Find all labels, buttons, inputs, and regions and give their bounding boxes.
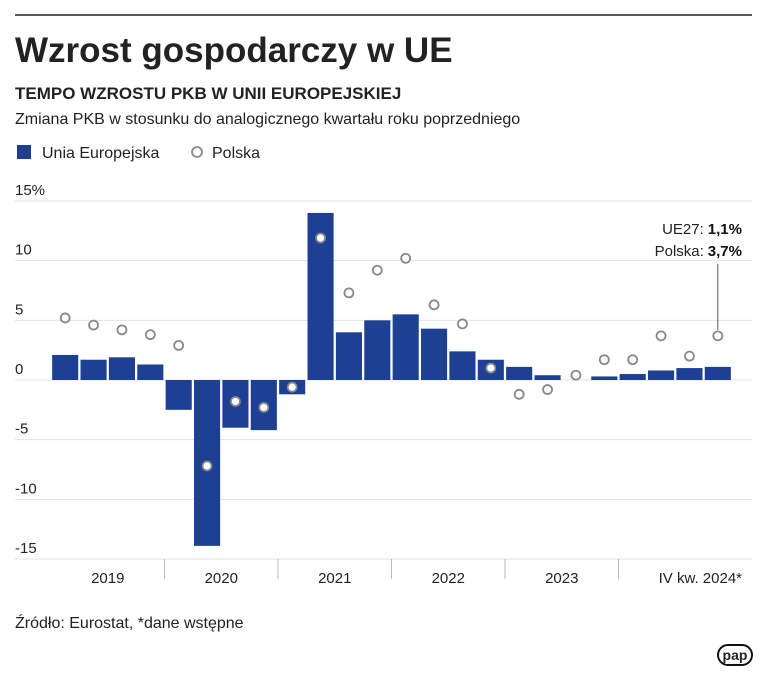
annotation-value: 1,1%: [708, 221, 742, 238]
y-tick-label: 0: [15, 361, 23, 378]
annotation: UE27: 1,1%: [662, 221, 742, 238]
dot: [116, 324, 128, 336]
x-group-label: 2023: [545, 570, 578, 587]
annotation-value: 3,7%: [708, 243, 742, 260]
bar: [534, 375, 561, 380]
dot: [684, 350, 695, 362]
source: Źródło: Eurostat, *dane wstępne: [15, 613, 244, 632]
dot: [286, 381, 298, 393]
dot: [485, 362, 497, 374]
bar: [421, 328, 448, 380]
y-tick-label: -15: [15, 540, 37, 557]
bar: [364, 320, 391, 380]
annotation-label: Polska:: [655, 243, 704, 260]
bar: [52, 354, 79, 380]
dot: [230, 396, 241, 407]
logo: pap: [723, 647, 748, 663]
dot: [315, 232, 326, 244]
dot: [513, 388, 525, 400]
dot: [88, 319, 99, 331]
bar: [449, 351, 476, 380]
bar: [591, 376, 618, 380]
dot: [598, 354, 610, 366]
dot: [627, 354, 639, 366]
chart-description: Zmiana PKB w stosunku do analogicznego k…: [15, 111, 520, 128]
bar: [137, 364, 164, 380]
bar: [392, 314, 419, 380]
y-tick-label: -5: [15, 421, 28, 438]
y-tick-label: -10: [15, 480, 37, 497]
bar: [704, 366, 731, 380]
dot: [144, 329, 156, 341]
annotation: Polska: 3,7%: [655, 243, 742, 260]
dot: [59, 312, 71, 324]
dot: [201, 460, 213, 472]
bar: [648, 370, 675, 380]
dot: [712, 330, 724, 342]
dot: [457, 318, 468, 330]
x-group-label: 2021: [318, 570, 351, 587]
dot: [570, 369, 582, 381]
dot: [655, 330, 667, 342]
dot: [542, 384, 553, 395]
bar: [676, 368, 703, 380]
x-group-label: 2020: [205, 570, 238, 587]
dot: [428, 299, 440, 311]
dot: [258, 402, 270, 413]
chart-subtitle: TEMPO WZROSTU PKB W UNII EUROPEJSKIEJ: [15, 84, 401, 103]
dot: [343, 287, 355, 299]
x-group-label: 2019: [91, 570, 124, 587]
y-tick-label: 10: [15, 242, 32, 259]
legend-label: Unia Europejska: [42, 145, 160, 162]
annotation-label: UE27:: [662, 221, 704, 238]
x-group-label: IV kw. 2024*: [659, 570, 743, 587]
dot: [173, 339, 185, 351]
y-tick-label: 5: [15, 301, 23, 318]
bar: [619, 374, 646, 380]
legend-swatch: [17, 145, 31, 159]
y-tick-label: 15%: [15, 182, 45, 199]
dot: [400, 252, 412, 264]
bar: [108, 357, 135, 380]
bar: [165, 380, 192, 410]
legend-swatch: [191, 146, 203, 158]
legend-label: Polska: [212, 145, 260, 162]
bar: [80, 359, 107, 380]
dot: [371, 264, 383, 276]
bar: [335, 332, 362, 380]
logo-frame: [717, 644, 753, 666]
chart-title: Wzrost gospodarczy w UE: [15, 31, 453, 70]
x-group-label: 2022: [432, 570, 465, 587]
bar: [506, 366, 533, 380]
